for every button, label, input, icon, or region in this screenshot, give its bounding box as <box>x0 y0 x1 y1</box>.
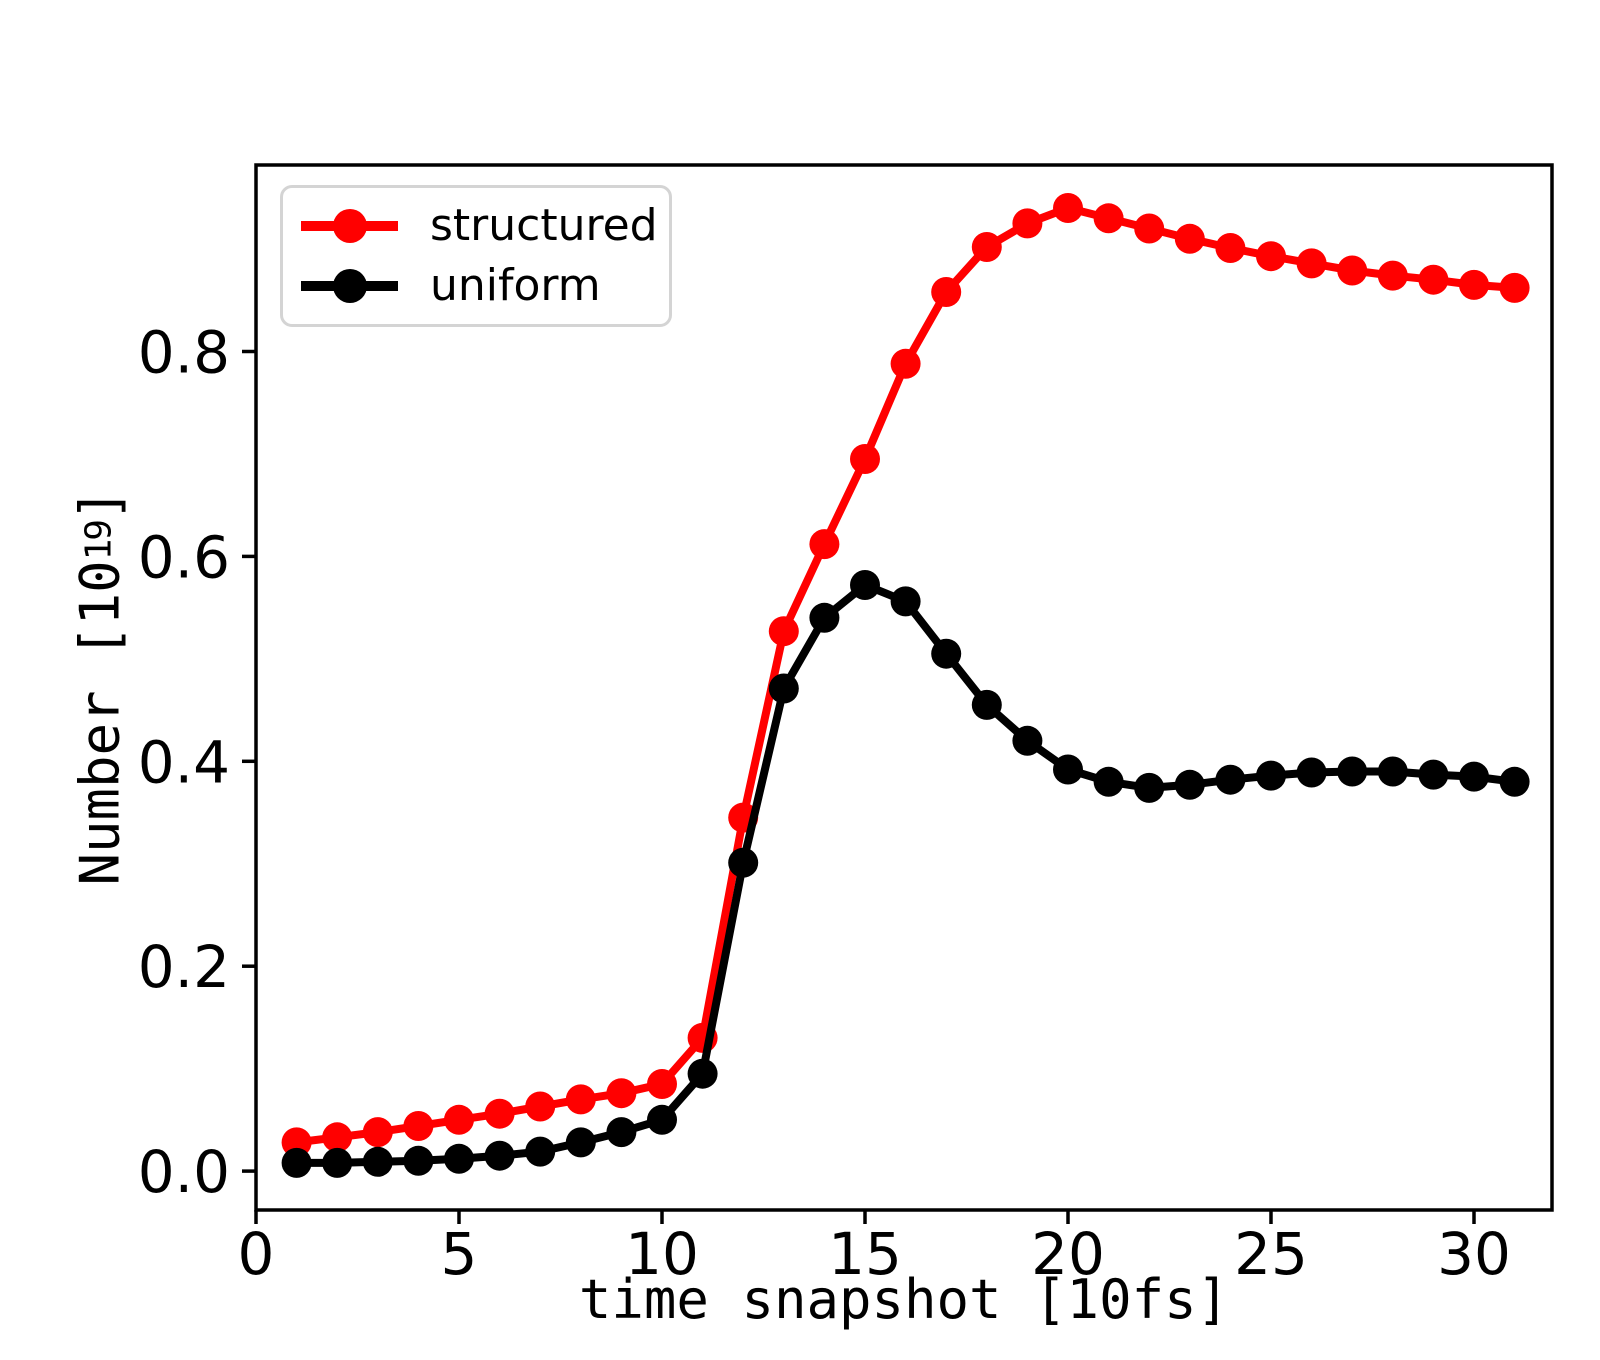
structured-marker <box>1337 255 1368 286</box>
uniform-marker <box>1418 759 1449 790</box>
y-tick-label: 0.6 <box>138 523 230 591</box>
structured-marker <box>931 277 962 307</box>
structured-marker <box>444 1104 474 1135</box>
legend-label-uniform: uniform <box>430 260 601 311</box>
uniform-marker <box>1459 761 1489 792</box>
y-axis-label: Number [1019] <box>69 489 132 886</box>
structured-marker <box>1459 269 1489 300</box>
y-tick-label: 0.2 <box>138 933 230 1001</box>
structured-marker <box>322 1122 353 1153</box>
structured-marker <box>1418 264 1449 295</box>
uniform-marker <box>362 1146 393 1177</box>
uniform-marker <box>444 1143 474 1174</box>
y-axis-label-exponent: 19 <box>78 521 120 561</box>
uniform-marker <box>606 1117 637 1148</box>
uniform-marker <box>728 847 759 878</box>
structured-marker <box>971 232 1002 262</box>
structured-marker <box>1377 260 1408 291</box>
uniform-marker <box>687 1058 718 1089</box>
uniform-marker <box>484 1140 515 1171</box>
x-tick-label: 15 <box>828 1220 902 1288</box>
x-tick-label: 5 <box>441 1220 478 1288</box>
structured-marker <box>1256 241 1286 272</box>
legend-item-structured: structured <box>301 198 658 254</box>
uniform-marker <box>971 689 1002 720</box>
uniform-marker <box>322 1147 353 1178</box>
uniform-marker <box>768 673 799 704</box>
legend-item-uniform: uniform <box>301 258 651 314</box>
structured-marker <box>525 1091 556 1122</box>
uniform-line <box>296 581 1516 1167</box>
y-axis-label-prefix: Number [10 <box>68 560 132 886</box>
uniform-marker <box>565 1127 596 1158</box>
uniform-marker <box>1256 760 1286 791</box>
uniform-marker <box>1012 725 1043 756</box>
x-axis-label: time snapshot [10fs] <box>578 1268 1230 1331</box>
structured-marker <box>281 1127 312 1158</box>
y-tick-label: 0.0 <box>138 1138 230 1206</box>
structured-marker <box>606 1078 637 1109</box>
uniform-marker <box>1174 769 1205 800</box>
structured-marker <box>484 1098 515 1129</box>
uniform-marker <box>1134 772 1165 803</box>
structured-marker <box>1134 213 1165 244</box>
uniform-marker <box>890 586 921 617</box>
x-tick-label: 25 <box>1234 1220 1308 1288</box>
uniform-marker <box>1296 757 1327 788</box>
legend: structured uniform <box>280 185 672 327</box>
structured-marker <box>768 616 799 647</box>
structured-marker <box>1012 208 1043 239</box>
x-tick-label: 0 <box>238 1220 275 1288</box>
legend-sample-uniform <box>301 268 398 304</box>
x-tick-label: 10 <box>625 1220 699 1288</box>
legend-dot-icon <box>332 209 367 243</box>
uniform-marker <box>850 570 880 600</box>
structured-marker <box>647 1069 677 1099</box>
uniform-marker <box>281 1147 312 1178</box>
legend-sample-structured <box>301 208 398 244</box>
y-tick-label: 0.4 <box>138 728 230 796</box>
structured-marker <box>1499 272 1530 303</box>
uniform-marker <box>809 602 840 633</box>
plot-border <box>254 163 1554 1212</box>
structured-marker <box>809 529 840 560</box>
uniform-marker <box>525 1136 556 1167</box>
structured-marker <box>850 444 880 474</box>
uniform-marker <box>1053 754 1083 785</box>
legend-dot-icon <box>332 269 367 303</box>
uniform-marker <box>1377 756 1408 787</box>
structured-marker <box>1296 248 1327 279</box>
structured-marker <box>1174 223 1205 254</box>
structured-marker <box>1093 203 1124 234</box>
uniform-marker <box>1499 766 1530 797</box>
structured-marker <box>1215 233 1246 263</box>
structured-marker <box>403 1111 434 1141</box>
y-tick-label: 0.8 <box>138 319 230 387</box>
uniform-marker <box>1215 764 1246 795</box>
x-tick-label: 20 <box>1031 1220 1105 1288</box>
uniform-marker <box>931 638 962 669</box>
structured-marker <box>890 348 921 379</box>
uniform-marker <box>1093 766 1124 797</box>
structured-line <box>296 204 1515 1147</box>
structured-marker <box>362 1117 393 1148</box>
x-tick-label: 30 <box>1437 1220 1511 1288</box>
uniform-marker <box>1337 756 1368 787</box>
uniform-marker <box>647 1104 677 1135</box>
y-axis-label-suffix: ] <box>68 488 132 522</box>
structured-marker <box>1053 193 1083 223</box>
uniform-marker <box>403 1145 434 1176</box>
legend-label-structured: structured <box>430 200 658 251</box>
structured-marker <box>565 1084 596 1115</box>
